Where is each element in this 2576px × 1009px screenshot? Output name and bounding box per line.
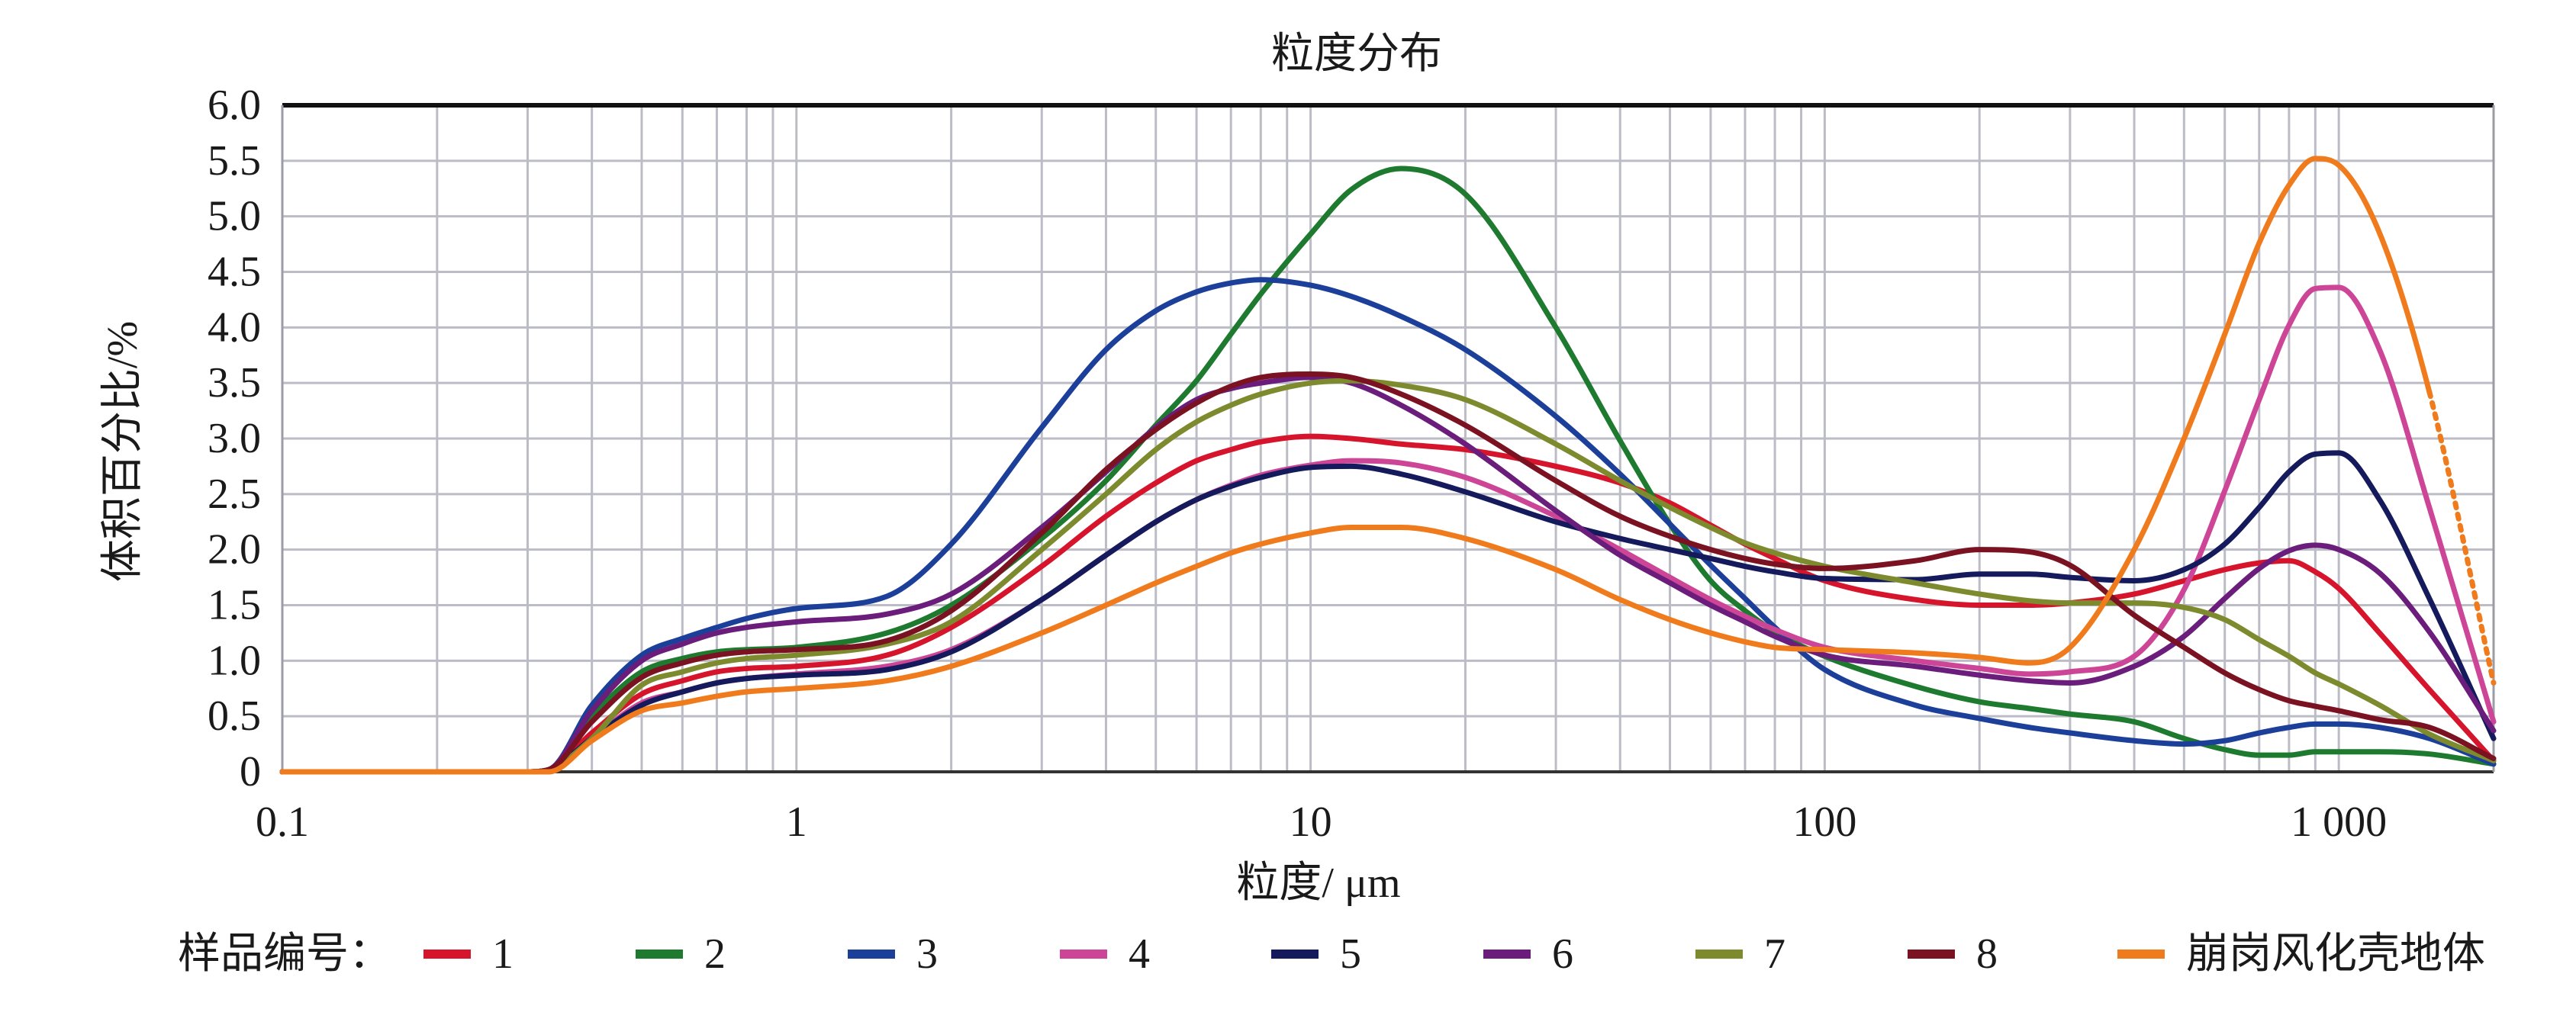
legend-swatch-9	[2117, 950, 2165, 959]
legend-label-6: 6	[1552, 930, 1573, 978]
legend-swatch-7	[1695, 950, 1743, 959]
y-axis-ticks: 0 0.5 1.0 1.5 2.0 2.5 3.0 3.5 4.0 4.5 5.0 5.5 6.0	[208, 82, 261, 795]
y-tick-label: 2.5	[208, 471, 261, 518]
y-tick-label: 1.0	[208, 637, 261, 684]
y-tick-label: 0	[240, 748, 261, 795]
series-line-3	[279, 277, 2497, 775]
series-line-5	[279, 450, 2497, 775]
legend-swatch-3	[848, 950, 895, 959]
legend-label-2: 2	[704, 930, 726, 978]
y-tick-label: 0.5	[208, 692, 261, 740]
series-line-7	[279, 378, 2497, 775]
legend-swatch-2	[636, 950, 683, 959]
y-tick-label: 3.0	[208, 415, 261, 462]
legend-label-3: 3	[916, 930, 938, 978]
y-tick-label: 5.5	[208, 137, 261, 185]
legend-swatch-5	[1271, 950, 1319, 959]
legend-title: 样品编号：	[178, 930, 391, 978]
legend-swatch-1	[423, 950, 471, 959]
legend-label-9: 崩岗风化壳地体	[2186, 930, 2485, 978]
x-axis-ticks: 0.1 1 10 100 1 000	[256, 799, 2387, 846]
legend-label-5: 5	[1340, 930, 1361, 978]
legend: 样品编号： 1 2 3 4 5 6 7 8 崩岗风化壳地体	[178, 930, 2485, 978]
x-tick-label: 0.1	[256, 799, 309, 846]
series-line-1	[279, 433, 2497, 775]
y-axis-label: 体积百分比/%	[99, 321, 147, 582]
plot-grid	[281, 104, 2495, 773]
chart-title: 粒度分布	[1271, 31, 1442, 78]
series-line-9	[279, 156, 2433, 775]
x-axis-label: 粒度/ μm	[1236, 860, 1400, 907]
x-tick-label: 10	[1290, 799, 1332, 846]
y-tick-label: 2.0	[208, 526, 261, 574]
x-tick-label: 1	[786, 799, 807, 846]
legend-swatch-4	[1060, 950, 1107, 959]
series-lines	[279, 156, 2497, 775]
y-tick-label: 6.0	[208, 82, 261, 129]
legend-label-8: 8	[1976, 930, 1998, 978]
series-line-6	[279, 374, 2497, 775]
legend-label-7: 7	[1764, 930, 1785, 978]
y-tick-label: 1.5	[208, 582, 261, 629]
y-tick-label: 5.0	[208, 193, 261, 240]
legend-label-4: 4	[1129, 930, 1150, 978]
legend-swatch-8	[1908, 950, 1955, 959]
y-tick-label: 4.0	[208, 304, 261, 351]
series-line-9-tail	[2426, 389, 2497, 686]
x-tick-label: 100	[1792, 799, 1856, 846]
y-tick-label: 3.5	[208, 359, 261, 406]
plot-frame	[281, 103, 2495, 773]
legend-swatch-6	[1483, 950, 1531, 959]
x-tick-label: 1 000	[2291, 799, 2387, 846]
legend-label-1: 1	[492, 930, 514, 978]
y-tick-label: 4.5	[208, 249, 261, 296]
series-line-8	[279, 371, 2497, 775]
